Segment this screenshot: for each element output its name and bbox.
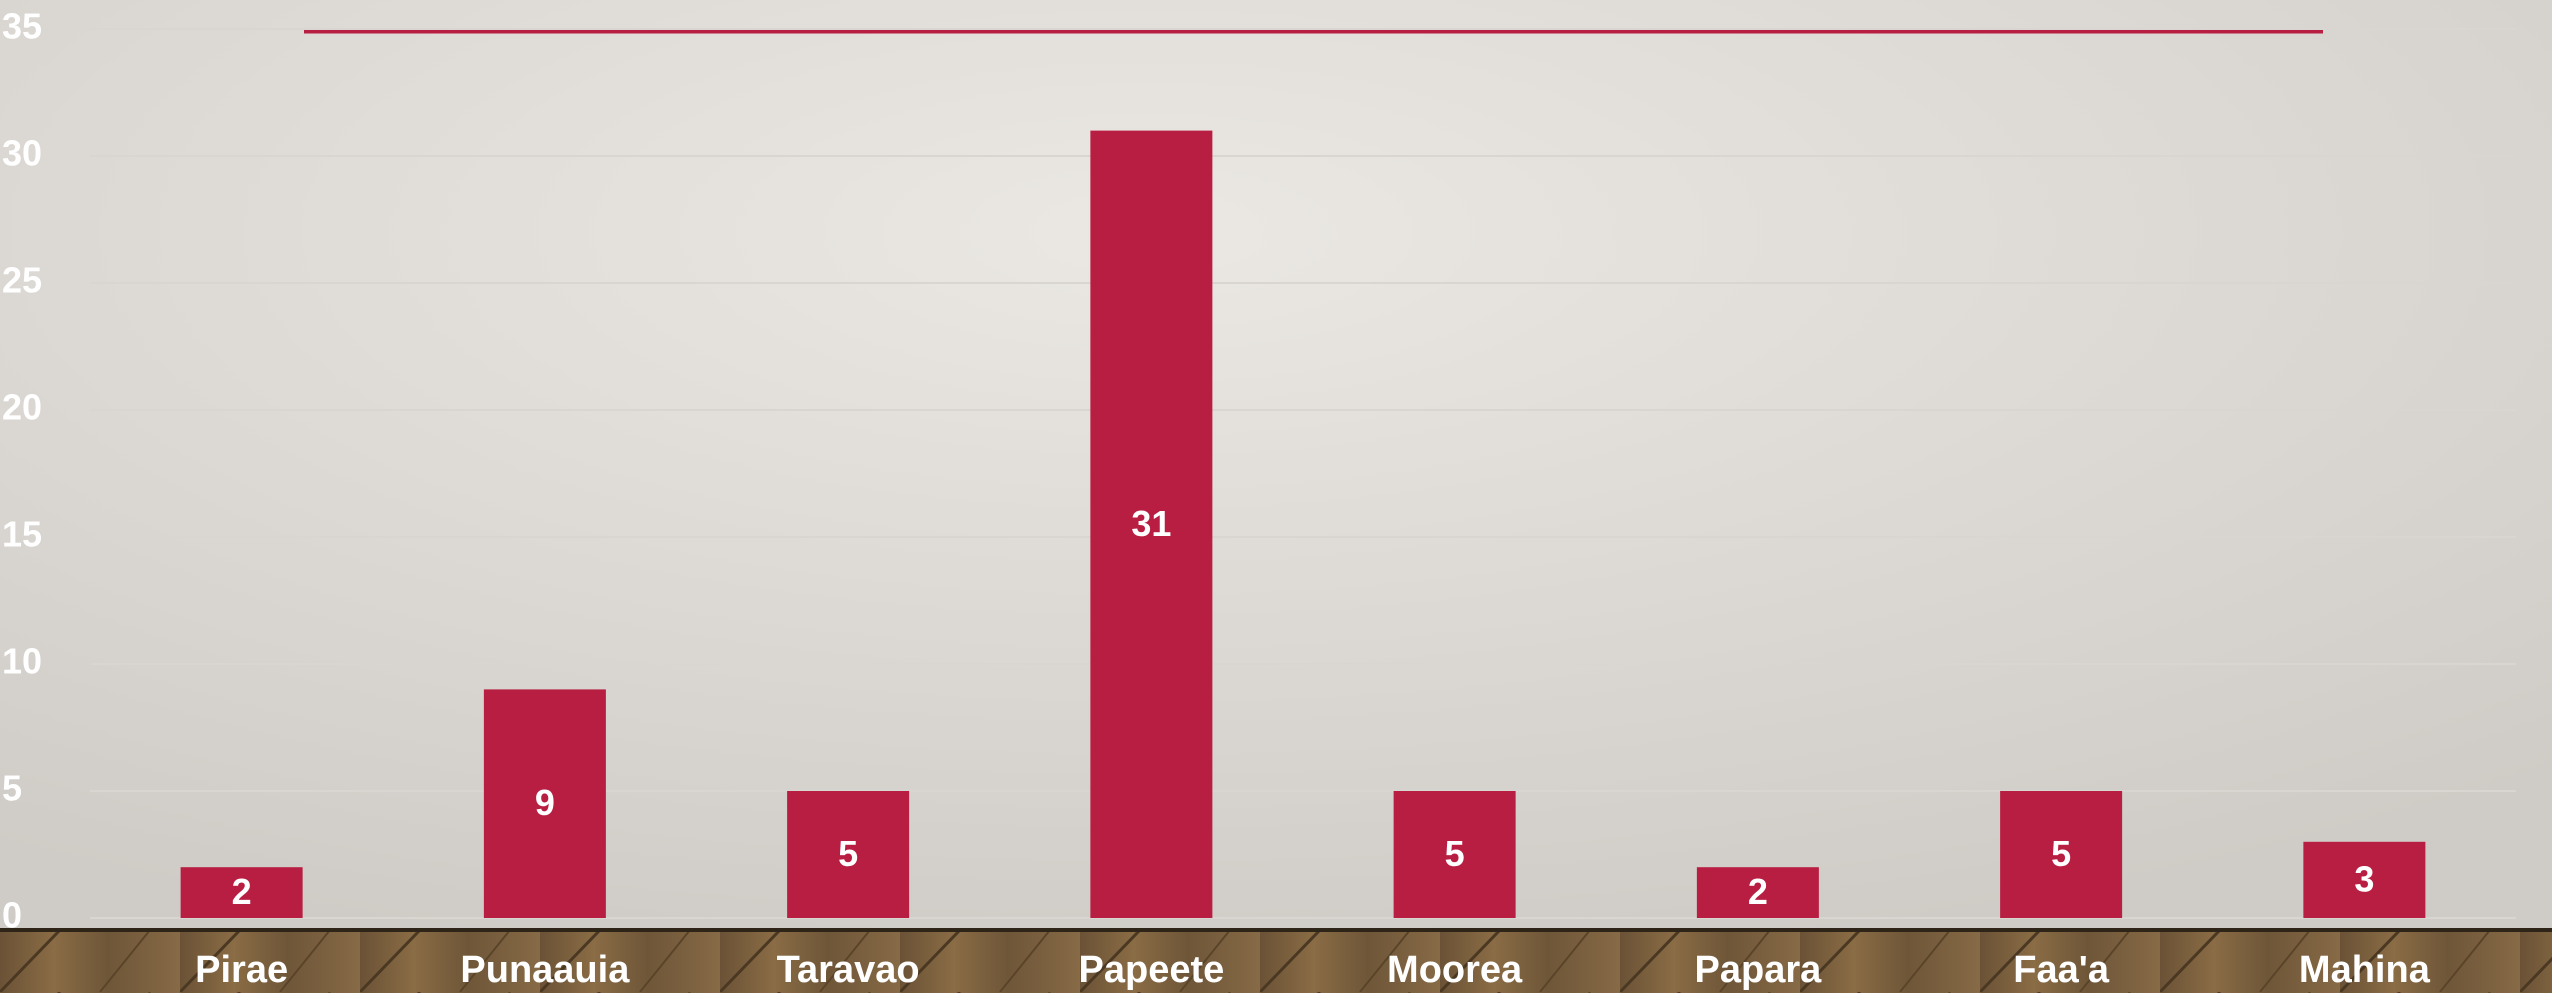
data-label: 5 <box>1445 833 1465 874</box>
y-tick-label: 35 <box>2 6 42 47</box>
data-label: 5 <box>2051 833 2071 874</box>
data-label: 9 <box>535 782 555 823</box>
bar <box>2000 791 2123 918</box>
y-tick-label: 15 <box>2 514 42 555</box>
x-tick-label: Mahina <box>2299 949 2431 991</box>
y-tick-label: 10 <box>2 641 42 682</box>
floor-edge <box>0 928 2552 932</box>
wood-floor <box>0 931 2552 993</box>
data-label: 2 <box>232 871 252 912</box>
y-tick-label: 25 <box>2 260 42 301</box>
x-tick-label: Pirae <box>195 949 288 991</box>
x-tick-label: Moorea <box>1387 949 1523 991</box>
bar <box>483 689 606 918</box>
bar <box>1090 130 1213 919</box>
bar <box>787 791 910 918</box>
x-tick-label: Papara <box>1695 949 1823 991</box>
y-tick-label: 0 <box>2 895 22 936</box>
bar <box>180 867 303 918</box>
x-tick-label: Papeete <box>1079 949 1225 991</box>
data-label: 5 <box>838 833 858 874</box>
x-tick-label: Taravao <box>777 949 920 991</box>
data-label: 2 <box>1748 871 1768 912</box>
bar <box>2303 841 2426 918</box>
y-tick-label: 20 <box>2 387 42 428</box>
y-tick-label: 30 <box>2 133 42 174</box>
data-label: 31 <box>1131 503 1171 544</box>
y-tick-label: 5 <box>2 768 22 809</box>
bar <box>1393 791 1516 918</box>
data-label: 3 <box>2354 858 2374 899</box>
bar <box>1696 867 1819 918</box>
x-tick-label: Punaauia <box>460 949 630 991</box>
x-tick-label: Faa'a <box>2013 949 2110 991</box>
